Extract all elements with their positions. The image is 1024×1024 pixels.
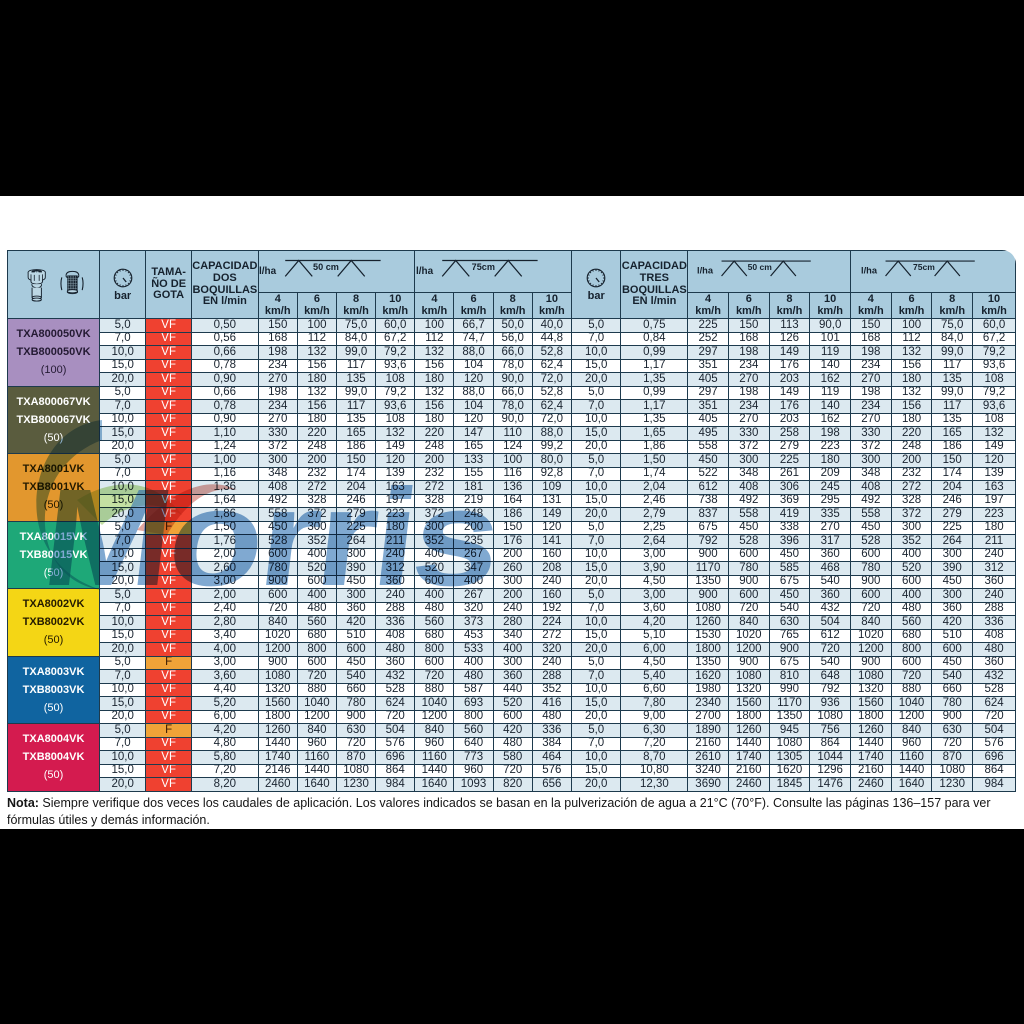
svg-text:75cm: 75cm: [913, 262, 935, 272]
svg-text:l/ha: l/ha: [697, 265, 714, 275]
svg-text:l/ha: l/ha: [861, 265, 878, 275]
svg-text:l/ha: l/ha: [416, 266, 434, 277]
svg-text:l/ha: l/ha: [259, 266, 277, 277]
svg-text:75cm: 75cm: [471, 262, 494, 272]
svg-text:50 cm: 50 cm: [313, 262, 339, 272]
svg-text:50 cm: 50 cm: [747, 262, 772, 272]
